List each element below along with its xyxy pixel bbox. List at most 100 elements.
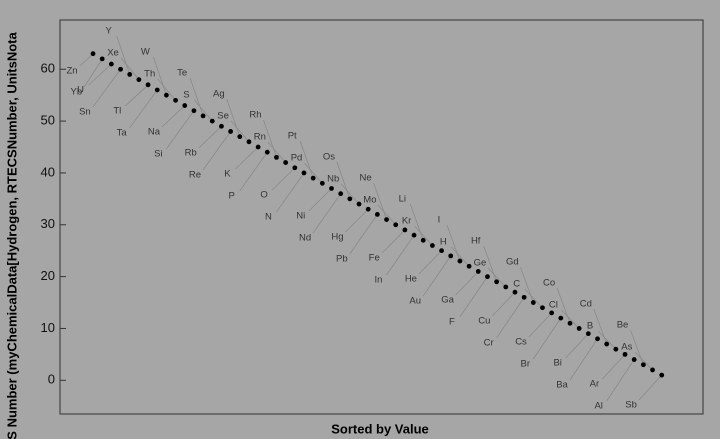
point	[604, 341, 610, 347]
point	[613, 346, 619, 352]
point-label: Rb	[185, 148, 197, 159]
point	[99, 56, 105, 62]
point	[512, 289, 518, 295]
point-label: Al	[594, 401, 602, 412]
point-label: C	[513, 279, 520, 290]
point-label: Rh	[249, 110, 261, 121]
callout-line	[235, 146, 259, 170]
point-label: Pt	[288, 131, 297, 142]
point-label: Kr	[402, 216, 412, 227]
callout-line	[638, 374, 663, 401]
point-label: Se	[217, 111, 229, 122]
callout-line	[446, 224, 461, 262]
point-label: Li	[399, 194, 406, 205]
point	[164, 92, 169, 98]
point-label: Ag	[213, 89, 225, 100]
callout-line	[271, 167, 296, 191]
point	[374, 212, 380, 217]
point-label: Cu	[478, 316, 490, 327]
point	[595, 336, 600, 342]
point	[347, 196, 353, 202]
point-label: Ge	[474, 258, 487, 269]
point	[365, 206, 371, 212]
point	[411, 232, 417, 238]
callout-line	[116, 35, 131, 75]
callout-line	[409, 203, 424, 241]
point-label: Co	[543, 278, 555, 289]
y-tick-label: 60	[41, 61, 55, 76]
callout-line	[340, 183, 360, 205]
point-label: Tl	[113, 106, 121, 117]
point	[191, 108, 197, 114]
point-label: He	[405, 274, 417, 285]
point	[485, 274, 490, 280]
point	[475, 269, 481, 274]
point	[127, 72, 133, 77]
point	[255, 144, 261, 150]
point-label: W	[141, 47, 150, 58]
callout-line	[79, 53, 94, 67]
callout-line	[276, 172, 305, 213]
point-label: Nb	[327, 174, 339, 185]
point	[540, 305, 545, 311]
point-label: Pd	[291, 153, 303, 164]
callout-line	[565, 333, 589, 359]
callout-line	[569, 338, 598, 381]
callout-line	[602, 354, 626, 380]
point	[576, 326, 582, 331]
point-label: As	[621, 342, 632, 353]
point	[246, 139, 252, 145]
point-label: Be	[617, 320, 629, 331]
callout-line	[83, 58, 103, 88]
y-tick-label: 30	[41, 216, 55, 231]
callout-line	[634, 351, 653, 371]
point-label: S	[183, 90, 189, 101]
point-label: Fe	[369, 253, 380, 264]
point-label: Pb	[336, 254, 348, 265]
point-label: K	[224, 169, 231, 180]
point-label: U	[77, 85, 84, 96]
plot-frame	[59, 19, 704, 415]
point	[118, 66, 123, 72]
point	[494, 279, 500, 285]
callout-line	[161, 105, 186, 128]
callout-line	[492, 291, 516, 317]
callout-line	[414, 225, 433, 246]
point-label: Gd	[506, 257, 519, 268]
y-axis-label: S Number (myChemicalData[Hydrogen, RTECS…	[4, 32, 19, 439]
point-label: Ar	[590, 379, 600, 390]
point	[136, 77, 142, 83]
point	[319, 180, 325, 186]
callout-line	[120, 57, 140, 80]
point	[384, 217, 389, 222]
callout-line	[165, 110, 195, 150]
point	[182, 103, 188, 108]
point-label: In	[375, 275, 383, 286]
point	[466, 263, 472, 269]
callout-line	[418, 250, 442, 275]
point	[585, 331, 591, 337]
point	[558, 315, 564, 321]
point	[329, 186, 334, 191]
point	[283, 160, 289, 165]
callout-line	[381, 229, 406, 254]
point-label: Mo	[363, 195, 376, 206]
point	[393, 222, 399, 228]
point	[338, 191, 344, 197]
callout-line	[377, 204, 397, 226]
callout-line	[226, 98, 241, 137]
callout-line	[532, 317, 562, 360]
callout-line	[455, 271, 479, 296]
point-label: Th	[144, 69, 155, 80]
point-label: Ni	[296, 211, 305, 222]
point	[209, 118, 215, 124]
point	[659, 372, 665, 378]
point	[200, 113, 206, 119]
point-label: N	[265, 212, 272, 223]
point	[430, 243, 435, 248]
callout-line	[263, 119, 277, 158]
point	[530, 300, 536, 305]
point-label: Sb	[625, 400, 637, 411]
point-label: Hf	[471, 236, 481, 247]
